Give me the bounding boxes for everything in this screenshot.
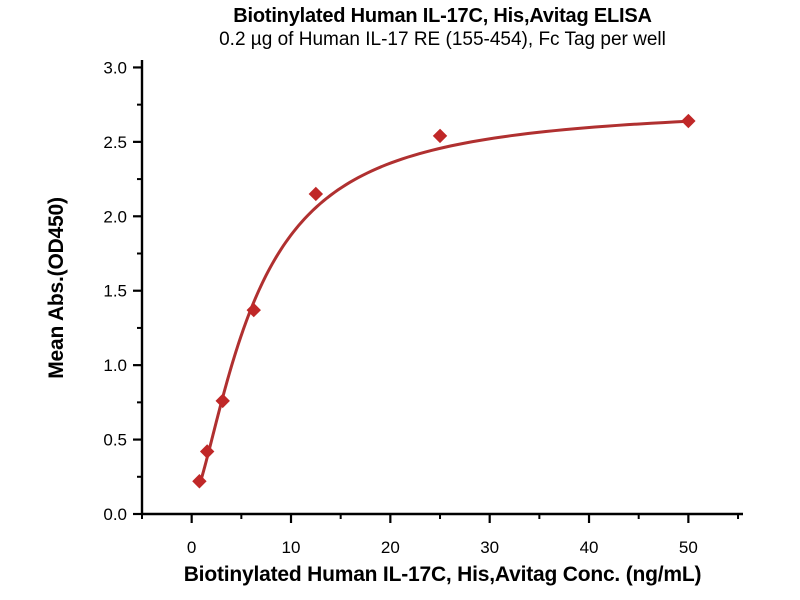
data-point-marker <box>246 302 261 318</box>
x-tick-label: 40 <box>580 538 599 557</box>
x-axis-label: Biotinylated Human IL-17C, His,Avitag Co… <box>183 563 702 586</box>
y-tick-label: 2.5 <box>103 133 127 152</box>
chart-subtitle: 0.2 µg of Human IL-17 RE (155-454), Fc T… <box>219 29 666 50</box>
y-tick-label: 1.0 <box>103 356 127 375</box>
data-point-marker <box>215 393 230 409</box>
y-tick-label: 0.5 <box>103 431 127 450</box>
x-tick-label: 50 <box>679 538 698 557</box>
fit-curve <box>197 119 690 487</box>
data-point-marker <box>308 186 324 202</box>
data-point-marker <box>199 444 215 459</box>
y-tick-label: 3.0 <box>103 58 127 77</box>
x-tick-label: 30 <box>480 538 499 557</box>
data-point-marker <box>192 474 207 489</box>
x-tick-label: 0 <box>187 538 196 557</box>
x-tick-label: 20 <box>381 538 400 557</box>
chart-title: Biotinylated Human IL-17C, His,Avitag EL… <box>233 5 652 27</box>
y-tick-label: 1.5 <box>103 282 127 301</box>
y-tick-label: 0.0 <box>103 505 127 524</box>
data-point-marker <box>681 113 696 129</box>
x-tick-label: 10 <box>282 538 301 557</box>
y-tick-label: 2.0 <box>103 207 127 226</box>
data-point-marker <box>432 128 448 144</box>
